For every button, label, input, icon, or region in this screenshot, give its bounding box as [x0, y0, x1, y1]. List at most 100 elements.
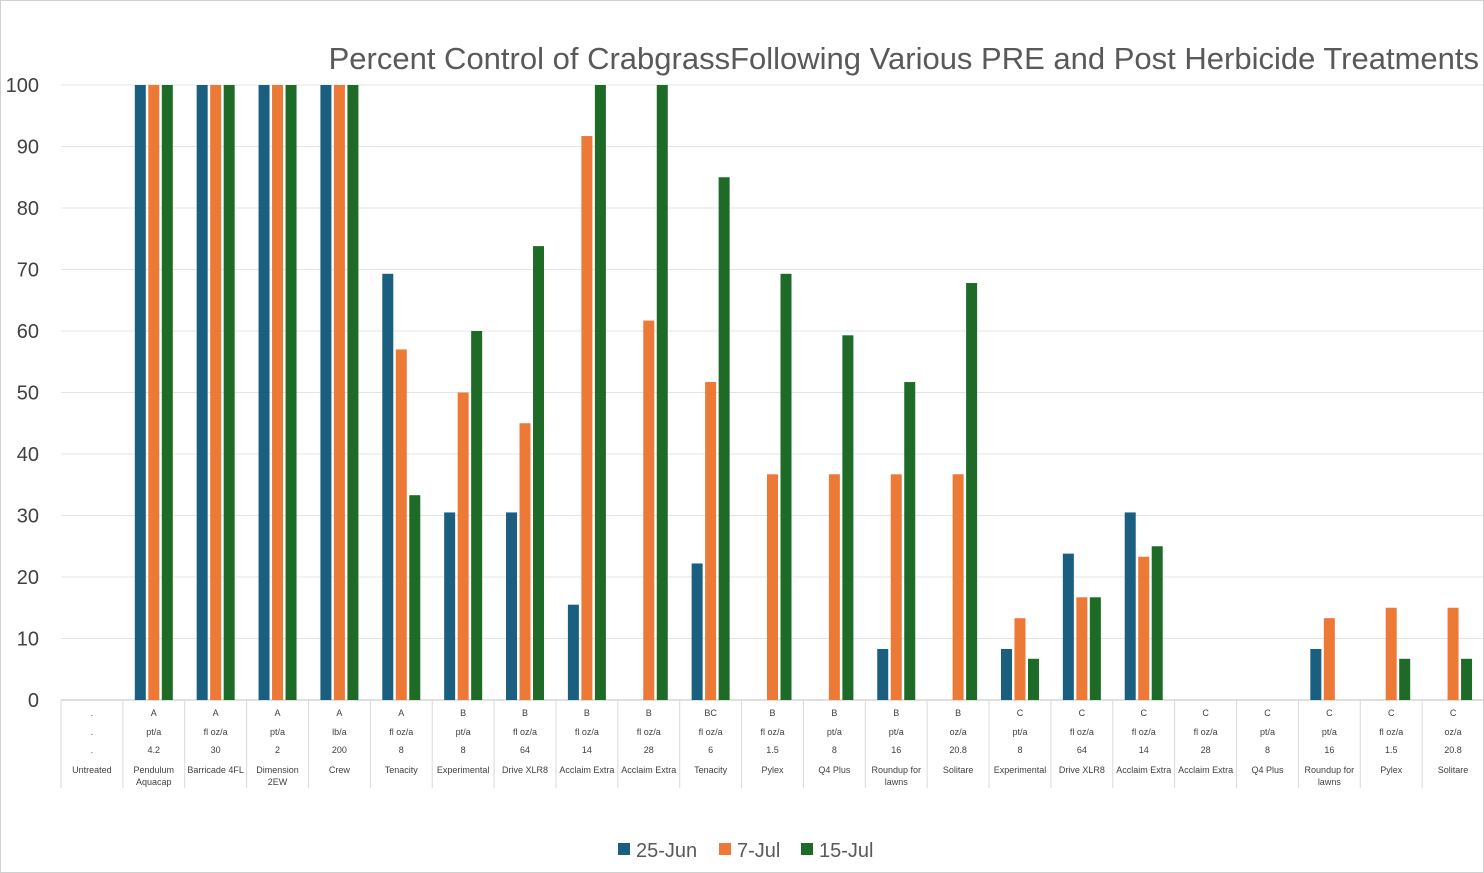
bar: [395, 349, 407, 700]
category-label: fl oz/a: [637, 727, 661, 737]
category-label: B: [584, 708, 590, 718]
bar: [533, 246, 545, 700]
category-label: fl oz/a: [760, 727, 784, 737]
category-name: Dimension: [256, 765, 299, 775]
category-label: fl oz/a: [1132, 727, 1156, 737]
bar: [705, 382, 717, 700]
bar: [656, 85, 668, 700]
category-label: pt/a: [270, 727, 285, 737]
category-label: oz/a: [950, 727, 967, 737]
category-name: Drive XLR8: [1059, 765, 1105, 775]
category-name: Roundup for: [1305, 765, 1355, 775]
bar: [1000, 648, 1012, 700]
category-label: pt/a: [889, 727, 904, 737]
bars: [134, 85, 1473, 701]
bar: [1461, 658, 1473, 700]
category-label: pt/a: [146, 727, 161, 737]
category-label: pt/a: [1260, 727, 1275, 737]
category-label: C: [1264, 708, 1271, 718]
bar: [904, 382, 916, 700]
bar: [1062, 553, 1074, 700]
bar: [828, 474, 840, 700]
bar: [457, 392, 469, 700]
category-label: A: [398, 708, 404, 718]
legend-swatch: [719, 843, 731, 855]
category-label: BC: [704, 708, 717, 718]
category-label: fl oz/a: [204, 727, 228, 737]
bar: [952, 474, 964, 700]
category-label: 28: [1201, 745, 1211, 755]
legend-swatch: [618, 843, 630, 855]
bar: [333, 85, 345, 700]
y-tick-label: 20: [17, 567, 39, 589]
bar: [581, 136, 593, 701]
category-name: lawns: [885, 777, 909, 787]
bar: [1323, 618, 1335, 700]
category-label: 8: [399, 745, 404, 755]
y-tick-label: 100: [6, 75, 39, 97]
category-label: 14: [582, 745, 592, 755]
category-name: Pylex: [1380, 765, 1403, 775]
bar: [285, 85, 297, 700]
y-tick-label: 40: [17, 444, 39, 466]
bar: [1014, 618, 1026, 700]
category-label: 8: [1017, 745, 1022, 755]
y-tick-label: 30: [17, 506, 39, 528]
category-label: .: [91, 727, 94, 737]
category-label: C: [1140, 708, 1147, 718]
bar: [1447, 607, 1459, 700]
category-label: A: [151, 708, 157, 718]
category-label: C: [1388, 708, 1395, 718]
category-label: pt/a: [456, 727, 471, 737]
bar: [890, 474, 902, 700]
bar: [1089, 597, 1101, 700]
bar: [1138, 556, 1150, 700]
y-tick-label: 50: [17, 383, 39, 405]
category-label: B: [522, 708, 528, 718]
category-label: 8: [461, 745, 466, 755]
bar: [444, 512, 456, 700]
category-label: 20.8: [949, 745, 967, 755]
bar: [471, 331, 483, 700]
category-name: Barricade 4FL: [187, 765, 244, 775]
category-label: pt/a: [827, 727, 842, 737]
category-label: C: [1079, 708, 1086, 718]
category-label: 1.5: [766, 745, 779, 755]
bar: [148, 85, 160, 700]
category-label: B: [646, 708, 652, 718]
category-label: B: [460, 708, 466, 718]
category-label: pt/a: [1012, 727, 1027, 737]
category-label: fl oz/a: [1379, 727, 1403, 737]
category-label: 64: [1077, 745, 1087, 755]
category-name: Acclaim Extra: [621, 765, 676, 775]
category-name: Solitare: [943, 765, 974, 775]
bar: [258, 85, 270, 700]
y-tick-label: 10: [17, 629, 39, 651]
category-label: fl oz/a: [575, 727, 599, 737]
category-name: Drive XLR8: [502, 765, 548, 775]
category-name: Solitare: [1438, 765, 1469, 775]
legend-label: 7-Jul: [737, 840, 780, 862]
category-name: Tenacity: [385, 765, 419, 775]
category-name: 2EW: [268, 777, 288, 787]
category-label: fl oz/a: [513, 727, 537, 737]
category-label: 6: [708, 745, 713, 755]
category-label: 64: [520, 745, 530, 755]
y-tick-label: 80: [17, 198, 39, 220]
category-name: Q4 Plus: [818, 765, 851, 775]
bar: [780, 273, 792, 700]
category-label: B: [955, 708, 961, 718]
bar: [1076, 597, 1088, 700]
category-name: Tenacity: [694, 765, 728, 775]
category-name: Crew: [329, 765, 351, 775]
category-label: lb/a: [332, 727, 347, 737]
category-label: 8: [1265, 745, 1270, 755]
bar: [567, 604, 579, 700]
category-label: 8: [832, 745, 837, 755]
bar: [223, 85, 235, 700]
category-label: 16: [1324, 745, 1334, 755]
bar: [1027, 658, 1039, 700]
bar: [842, 335, 854, 700]
bar: [877, 648, 889, 700]
